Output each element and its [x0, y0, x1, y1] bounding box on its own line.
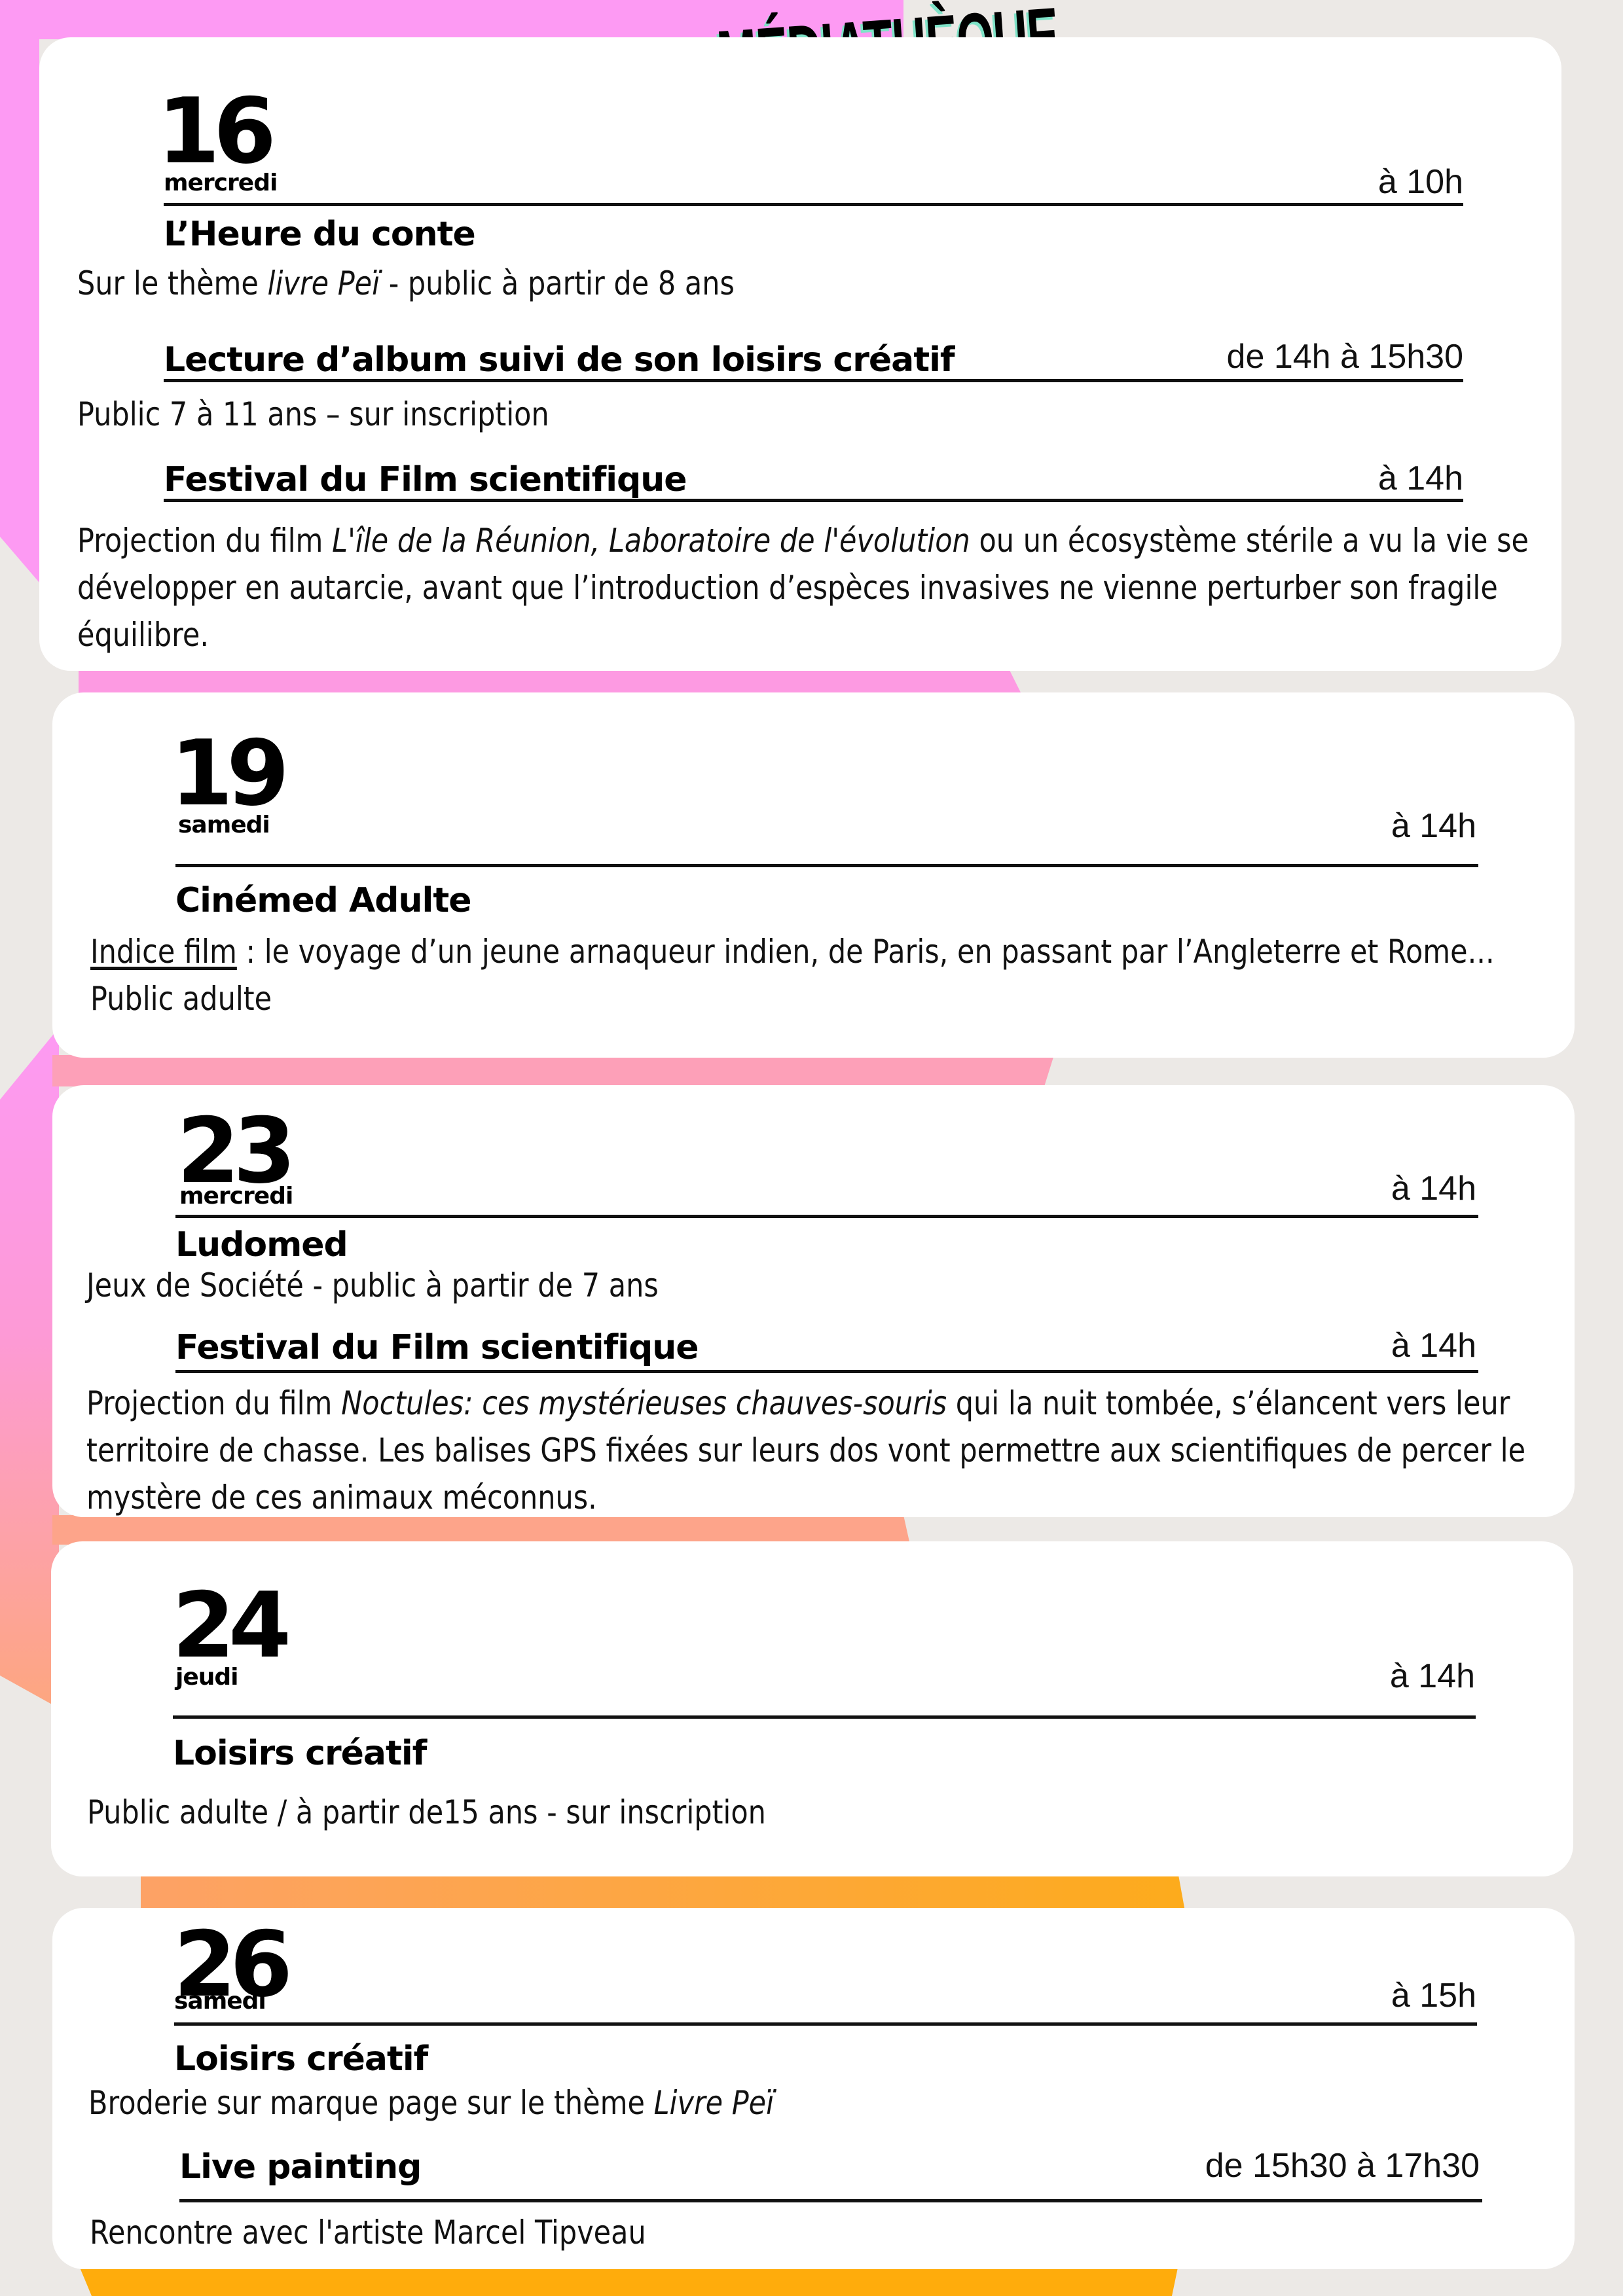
- event-time: de 14h à 15h30: [1226, 338, 1463, 376]
- event-title: Live painting: [179, 2147, 422, 2187]
- day-weekday: mercredi: [179, 1183, 293, 1210]
- event-description: Indice film : le voyage d’un jeune arnaq…: [90, 933, 1495, 1018]
- divider: [164, 499, 1463, 502]
- event-time: à 14h: [1391, 1327, 1476, 1365]
- day-number: 23: [177, 1098, 296, 1204]
- divider: [174, 2022, 1477, 2026]
- event-description: Projection du film L'île de la Réunion, …: [77, 522, 1529, 654]
- day-card-19: 19 samedi à 14h Cinémed Adulte Indice fi…: [52, 692, 1575, 1058]
- day-card-26: 26 samedi à 15h Loisirs créatif Broderie…: [52, 1908, 1575, 2269]
- event-description: Public adulte / à partir de15 ans - sur …: [87, 1793, 766, 1831]
- day-card-16: 16 mercredi à 10h L’Heure du conte Sur l…: [39, 37, 1561, 671]
- event-title: Lecture d’album suivi de son loisirs cré…: [164, 340, 955, 380]
- event-time: à 14h: [1377, 459, 1463, 497]
- day-card-24: 24 jeudi à 14h Loisirs créatif Public ad…: [51, 1541, 1573, 1876]
- day-card-23: 23 mercredi à 14h Ludomed Jeux de Sociét…: [52, 1085, 1575, 1517]
- event-time: à 14h: [1391, 807, 1476, 845]
- event-time: à 10h: [1377, 163, 1463, 201]
- event-time: à 15h: [1391, 1977, 1476, 2015]
- event-title: Loisirs créatif: [174, 2039, 428, 2079]
- divider: [175, 1215, 1478, 1218]
- divider: [164, 379, 1463, 382]
- event-description: Broderie sur marque page sur le thème Li…: [88, 2084, 775, 2122]
- event-title: Ludomed: [175, 1225, 348, 1265]
- day-number: 24: [172, 1573, 291, 1678]
- event-title: Loisirs créatif: [173, 1734, 427, 1773]
- divider: [175, 1370, 1478, 1373]
- event-description: Public 7 à 11 ans – sur inscription: [77, 395, 549, 433]
- day-weekday: samedi: [174, 1988, 266, 2015]
- event-time: de 15h30 à 17h30: [1205, 2147, 1480, 2185]
- day-number: 16: [157, 79, 276, 184]
- day-weekday: jeudi: [175, 1664, 238, 1691]
- divider: [173, 1715, 1476, 1719]
- event-time: à 14h: [1389, 1657, 1475, 1695]
- event-description: Sur le thème livre Peï - public à partir…: [77, 264, 735, 302]
- divider: [164, 203, 1463, 206]
- divider: [179, 2199, 1482, 2202]
- day-number: 26: [173, 1912, 293, 2017]
- event-title: Cinémed Adulte: [175, 881, 471, 920]
- divider: [175, 864, 1478, 867]
- event-time: à 14h: [1391, 1170, 1476, 1208]
- day-weekday: samedi: [178, 812, 270, 838]
- event-title: L’Heure du conte: [164, 215, 476, 254]
- event-title: Festival du Film scientifique: [175, 1328, 699, 1367]
- event-description: Jeux de Société - public à partir de 7 a…: [86, 1266, 659, 1304]
- event-description: Rencontre avec l'artiste Marcel Tipveau: [90, 2214, 646, 2251]
- day-number: 19: [170, 721, 289, 826]
- film-hint-label: Indice film: [90, 933, 237, 971]
- event-description: Projection du film Noctules: ces mystéri…: [86, 1384, 1526, 1516]
- event-title: Festival du Film scientifique: [164, 460, 687, 499]
- day-weekday: mercredi: [164, 170, 278, 196]
